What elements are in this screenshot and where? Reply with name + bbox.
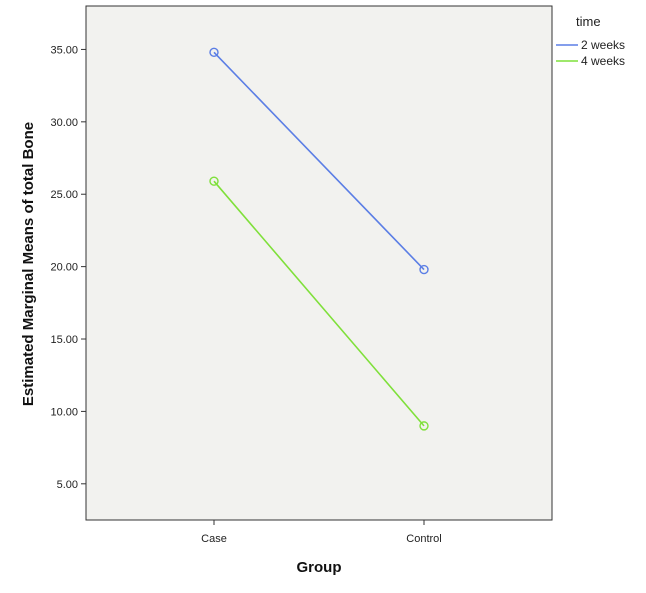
data-point <box>419 421 429 431</box>
x-tick-label: Control <box>406 533 441 545</box>
legend-label: 2 weeks <box>581 38 625 52</box>
y-tick-label: 15.00 <box>50 334 78 346</box>
data-point <box>209 47 219 58</box>
legend-items: 2 weeks 4 weeks <box>556 38 625 68</box>
legend-title: time <box>576 14 601 29</box>
legend-label: 4 weeks <box>581 54 625 68</box>
y-axis-ticks: 5.00 10.00 15.00 20.00 25.00 30.00 35.00 <box>50 44 86 491</box>
y-tick-label: 30.00 <box>50 117 78 129</box>
series-line-1 <box>213 51 425 271</box>
x-tick-label: Case <box>201 533 227 545</box>
x-axis-title: Group <box>297 559 342 576</box>
data-point <box>209 176 219 186</box>
y-tick-label: 20.00 <box>50 262 78 274</box>
y-tick-label: 35.00 <box>50 44 78 56</box>
legend: time 2 weeks 4 weeks <box>556 14 625 68</box>
y-tick-label: 10.00 <box>50 406 78 418</box>
y-tick-label: 5.00 <box>57 479 78 491</box>
x-axis-ticks: Case Control <box>201 520 442 545</box>
y-axis-title: Estimated Marginal Means of total Bone <box>20 122 37 406</box>
data-point <box>419 264 429 275</box>
plot-area <box>85 5 553 521</box>
series-line-2 <box>213 180 425 427</box>
y-tick-label: 25.00 <box>50 189 78 201</box>
series-layer <box>209 47 429 431</box>
